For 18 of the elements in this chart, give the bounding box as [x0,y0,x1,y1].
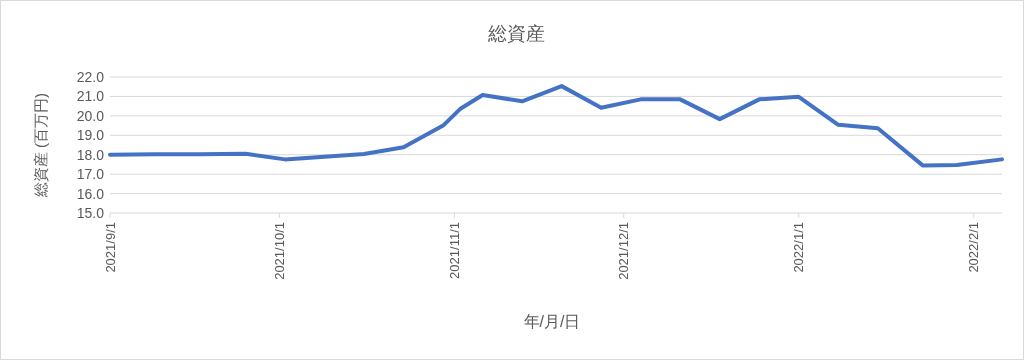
y-tick-label: 18.0 [76,146,105,163]
y-tick-label: 15.0 [76,205,105,221]
x-tick-label: 2021/10/1 [271,222,287,280]
x-tick-label: 2022/2/1 [966,222,982,273]
y-tick-label: 21.0 [76,88,105,105]
y-tick-label: 17.0 [76,166,105,183]
x-tick-label: 2021/9/1 [102,222,118,273]
chart-title: 総資産 [486,23,545,44]
y-tick-label: 22.0 [76,69,105,85]
x-tick-label: 2022/1/1 [791,222,807,273]
x-axis-title: 年/月/日 [523,313,581,330]
y-tick-label: 16.0 [76,185,105,202]
y-tick-label: 20.0 [76,107,105,124]
line-series [108,84,1004,168]
y-axis-title: 総資産 (百万円) [31,92,49,199]
x-tick-label: 2021/12/1 [616,222,632,280]
y-tick-label: 19.0 [76,127,105,144]
x-tick-label: 2021/11/1 [446,222,462,279]
